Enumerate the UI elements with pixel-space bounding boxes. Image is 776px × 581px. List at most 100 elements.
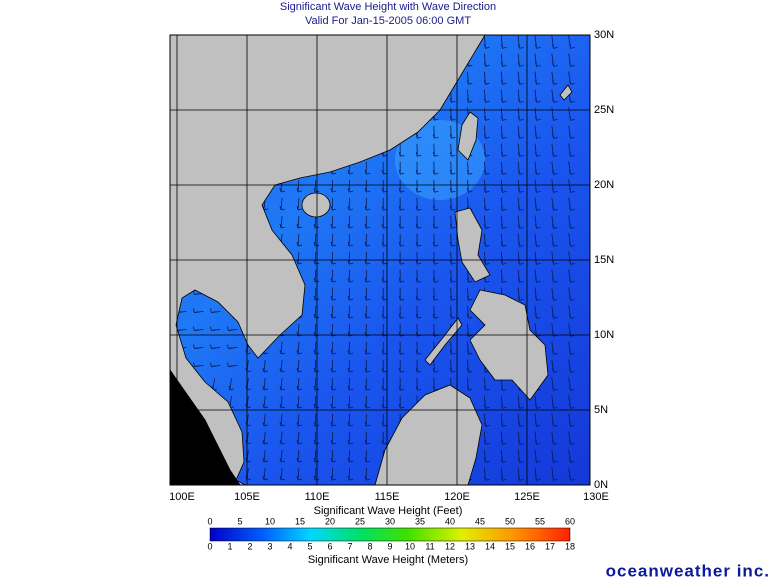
arrow <box>330 413 337 427</box>
arrow <box>466 287 473 301</box>
arrow <box>568 413 575 427</box>
arrow <box>551 395 558 409</box>
lat-label: 30N <box>594 29 614 41</box>
lon-label: 115E <box>375 491 400 503</box>
legend-tick: 0 <box>207 541 212 551</box>
arrow <box>534 143 541 157</box>
arrow <box>500 449 507 463</box>
arrow <box>449 125 456 139</box>
arrow <box>398 179 405 193</box>
arrow <box>347 233 354 247</box>
arrow <box>534 323 541 337</box>
arrow <box>415 359 422 373</box>
arrow <box>330 179 337 193</box>
arrow <box>279 449 286 463</box>
arrow <box>381 287 388 301</box>
legend-tick: 12 <box>445 541 455 551</box>
arrow <box>517 413 524 427</box>
arrow <box>534 215 541 229</box>
arrow <box>415 179 422 193</box>
arrow <box>364 431 371 445</box>
legend-tick: 17 <box>545 541 555 551</box>
arrow <box>500 197 507 211</box>
lon-label: 130E <box>583 491 609 503</box>
arrow <box>262 378 269 391</box>
legend-tick: 11 <box>425 541 434 551</box>
arrow <box>381 233 388 247</box>
arrow <box>517 449 524 463</box>
arrow <box>262 360 269 373</box>
arrow <box>432 125 439 139</box>
legend-tick: 4 <box>287 541 292 551</box>
arrow <box>449 287 456 301</box>
arrow <box>517 395 524 409</box>
arrow <box>193 344 204 350</box>
arrow <box>517 53 524 67</box>
legend-tick: 6 <box>327 541 332 551</box>
arrow <box>568 395 575 409</box>
arrow <box>483 215 490 229</box>
arrow <box>347 359 354 373</box>
arrow <box>296 179 303 193</box>
legend-tick: 9 <box>387 541 392 551</box>
arrow <box>483 413 490 427</box>
subtitle: Valid For Jan-15-2005 06:00 GMT <box>305 15 471 27</box>
arrow <box>517 467 524 481</box>
arrow <box>534 305 541 319</box>
arrow <box>568 269 575 283</box>
arrow <box>364 377 371 391</box>
arrow <box>381 395 388 409</box>
arrow <box>330 269 337 283</box>
arrow <box>483 53 490 67</box>
arrow <box>483 89 490 103</box>
arrow <box>568 35 575 49</box>
arrow <box>551 467 558 481</box>
arrow <box>534 251 541 265</box>
arrow <box>534 431 541 445</box>
arrow <box>568 161 575 175</box>
legend-tick: 16 <box>525 541 535 551</box>
arrow <box>517 251 524 265</box>
feet-title: Significant Wave Height (Feet) <box>314 505 463 517</box>
arrow <box>296 233 303 247</box>
arrow <box>517 431 524 445</box>
arrow <box>551 179 558 193</box>
arrow <box>381 377 388 391</box>
legend-tick: 18 <box>565 541 575 551</box>
legend-tick: 13 <box>465 541 475 551</box>
arrow <box>568 233 575 247</box>
arrow <box>449 215 456 229</box>
legend-tick: 30 <box>385 516 395 526</box>
legend-tick: 50 <box>505 516 515 526</box>
arrow <box>398 269 405 283</box>
arrow <box>483 179 490 193</box>
arrow <box>551 215 558 229</box>
arrow <box>347 377 354 391</box>
arrow <box>534 395 541 409</box>
arrow <box>262 432 269 445</box>
arrow <box>415 161 422 175</box>
arrow <box>568 449 575 463</box>
arrow <box>500 35 507 49</box>
arrow <box>534 35 541 49</box>
arrow <box>500 233 507 247</box>
arrow <box>551 377 558 391</box>
arrow <box>483 377 490 391</box>
arrow <box>551 305 558 319</box>
arrow <box>330 305 337 319</box>
arrow <box>500 251 507 265</box>
arrow <box>193 326 204 332</box>
legend-tick: 10 <box>405 541 415 551</box>
arrow <box>568 143 575 157</box>
arrow <box>568 251 575 265</box>
arrow <box>500 431 507 445</box>
arrow <box>330 395 337 409</box>
arrow <box>568 125 575 139</box>
arrow <box>432 305 439 319</box>
arrow <box>296 413 303 427</box>
arrow <box>296 395 303 409</box>
arrow <box>193 308 204 314</box>
arrow <box>398 161 405 175</box>
arrow <box>330 215 337 229</box>
